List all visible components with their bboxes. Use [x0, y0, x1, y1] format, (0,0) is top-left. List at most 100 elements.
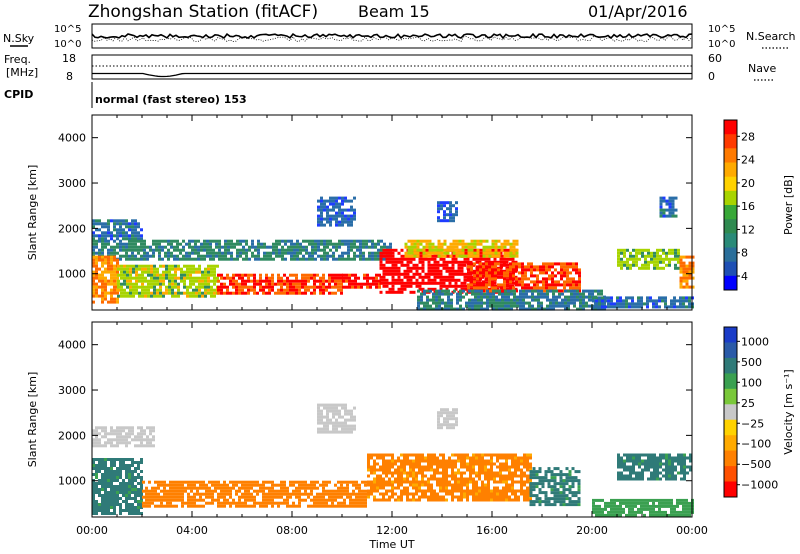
power-cell: [501, 301, 504, 305]
velocity-cell: [152, 435, 155, 439]
velocity-cell: [172, 480, 175, 484]
power-cell: [588, 289, 591, 293]
power-cell: [537, 307, 540, 311]
velocity-cell: [140, 479, 143, 482]
power-cell: [153, 282, 156, 286]
velocity-cell: [439, 459, 442, 463]
power-cell: [551, 274, 554, 278]
velocity-region-6: [529, 467, 581, 507]
power-cell: [236, 251, 239, 255]
power-cell: [164, 245, 167, 249]
power-cell: [513, 301, 516, 305]
power-cell: [448, 278, 452, 282]
power-cell: [573, 298, 576, 302]
power-cell: [374, 257, 377, 261]
power-cell: [227, 257, 230, 261]
power-cell: [98, 276, 101, 280]
power-cell: [191, 248, 194, 252]
power-cell: [293, 257, 296, 261]
velocity-cell: [166, 492, 169, 496]
power-cell: [263, 251, 266, 255]
velocity-cell: [95, 470, 98, 473]
velocity-cell: [92, 438, 95, 442]
velocity-cell: [119, 497, 122, 500]
power-cell: [412, 263, 416, 267]
velocity-cell: [370, 486, 373, 490]
power-cell: [125, 237, 128, 241]
velocity-cell: [511, 477, 514, 481]
power-cell: [437, 245, 441, 249]
power-cell: [463, 284, 467, 288]
power-cell: [440, 248, 444, 252]
velocity-cell: [379, 468, 382, 472]
velocity-cell: [131, 512, 134, 515]
power-cell: [144, 291, 147, 295]
velocity-cell: [253, 483, 256, 487]
velocity-cell: [196, 504, 199, 508]
velocity-cell: [193, 486, 196, 490]
power-cell: [472, 269, 476, 273]
velocity-cell: [101, 464, 104, 467]
power-cell: [283, 279, 286, 283]
velocity-cell: [346, 504, 349, 508]
velocity-cell: [110, 491, 113, 494]
power-cell: [155, 248, 158, 252]
velocity-cell: [514, 495, 517, 499]
power-cell: [194, 251, 197, 255]
power-cell: [492, 301, 495, 305]
velocity-cell: [454, 453, 457, 457]
power-cell: [438, 298, 441, 302]
power-cell: [470, 280, 473, 284]
velocity-cell: [457, 489, 460, 493]
power-cell: [198, 288, 201, 292]
power-cell: [192, 288, 195, 292]
velocity-cell: [229, 489, 232, 493]
power-cell: [331, 285, 334, 289]
power-cell: [191, 239, 194, 243]
power-cell: [313, 285, 316, 289]
power-cell: [328, 279, 331, 283]
power-cell: [530, 265, 533, 269]
velocity-cell: [490, 459, 493, 463]
power-cell: [197, 248, 200, 252]
velocity-cell: [499, 453, 502, 457]
power-cell: [295, 291, 298, 295]
power-cell: [140, 228, 143, 232]
power-cell: [594, 307, 597, 311]
velocity-cell: [511, 480, 514, 484]
power-cell: [301, 273, 304, 277]
velocity-cell: [367, 468, 370, 472]
power-cell: [116, 270, 119, 274]
velocity-cell: [280, 501, 283, 505]
velocity-cell: [358, 501, 361, 505]
power-cell: [323, 242, 326, 246]
power-cell: [473, 254, 477, 258]
power-cell: [171, 279, 174, 283]
power-cell: [342, 276, 345, 280]
power-cell: [278, 248, 281, 252]
velocity-cell: [310, 486, 313, 490]
power-cell: [454, 281, 458, 285]
velocity-cell: [412, 465, 415, 469]
power-cell: [210, 273, 213, 277]
velocity-cell: [511, 492, 514, 496]
power-cell: [348, 285, 351, 289]
velocity-cell: [424, 489, 427, 493]
velocity-cell: [283, 489, 286, 493]
power-cell: [374, 242, 377, 246]
velocity-cell: [439, 486, 442, 490]
power-cell: [284, 257, 287, 261]
power-cell: [542, 277, 545, 281]
velocity-cell: [298, 486, 301, 490]
velocity-cell: [101, 506, 104, 509]
power-cell: [329, 214, 332, 218]
power-cell: [311, 257, 314, 261]
power-cell: [620, 257, 623, 261]
power-cell: [152, 239, 155, 243]
power-cell: [659, 254, 662, 258]
velocity-cell: [430, 453, 433, 457]
power-cell: [218, 254, 221, 258]
power-cell: [382, 272, 386, 276]
power-cell: [493, 281, 497, 285]
